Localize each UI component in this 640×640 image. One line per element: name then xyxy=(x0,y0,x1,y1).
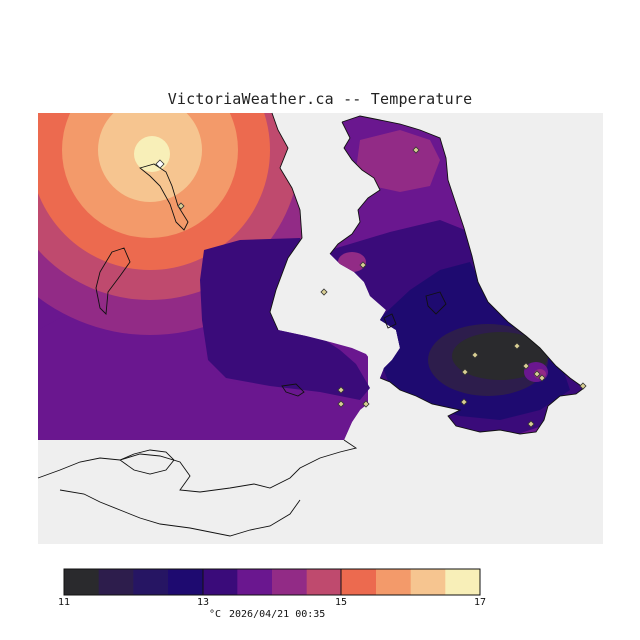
station-marker xyxy=(337,400,345,408)
colorbar-swatch xyxy=(272,569,308,595)
chart-title: VictoriaWeather.ca -- Temperature xyxy=(167,90,473,108)
unit-label: °C xyxy=(209,609,222,620)
station-marker xyxy=(513,342,521,350)
colorbar-label-17: 17 xyxy=(473,597,487,608)
station-marker xyxy=(461,368,469,376)
station-marker xyxy=(522,362,530,370)
colorbar-swatch xyxy=(168,569,204,595)
station-marker xyxy=(538,374,546,382)
colorbar-label-15: 15 xyxy=(334,597,348,608)
colorbar-swatch xyxy=(202,569,238,595)
colorbar-swatch xyxy=(376,569,412,595)
colorbar-swatches xyxy=(64,569,481,595)
colorbar-swatch xyxy=(410,569,446,595)
station-marker xyxy=(362,400,370,408)
colorbar-label-11: 11 xyxy=(57,597,71,608)
colorbar-swatch xyxy=(306,569,342,595)
temperature-map[interactable] xyxy=(0,0,640,560)
station-marker xyxy=(412,146,420,154)
station-marker xyxy=(527,420,535,428)
station-marker xyxy=(155,159,165,169)
coastlines xyxy=(37,112,585,537)
station-marker xyxy=(460,398,468,406)
colorbar-label-13: 13 xyxy=(196,597,210,608)
timestamp: 2026/04/21 00:35 xyxy=(229,609,326,620)
colorbar-frame xyxy=(63,568,481,596)
station-markers xyxy=(155,146,587,428)
colorbar-swatch xyxy=(237,569,273,595)
colorbar-swatch xyxy=(64,569,100,595)
colorbar-swatch xyxy=(133,569,169,595)
station-marker xyxy=(177,202,185,210)
west-contours xyxy=(38,113,370,440)
colorbar-swatch xyxy=(445,569,481,595)
station-marker xyxy=(359,261,367,269)
station-marker xyxy=(337,386,345,394)
station-marker xyxy=(533,370,541,378)
colorbar-swatch xyxy=(98,569,134,595)
colorbar-swatch xyxy=(341,569,377,595)
station-marker xyxy=(320,288,328,296)
station-marker xyxy=(579,382,587,390)
station-marker xyxy=(471,351,479,359)
